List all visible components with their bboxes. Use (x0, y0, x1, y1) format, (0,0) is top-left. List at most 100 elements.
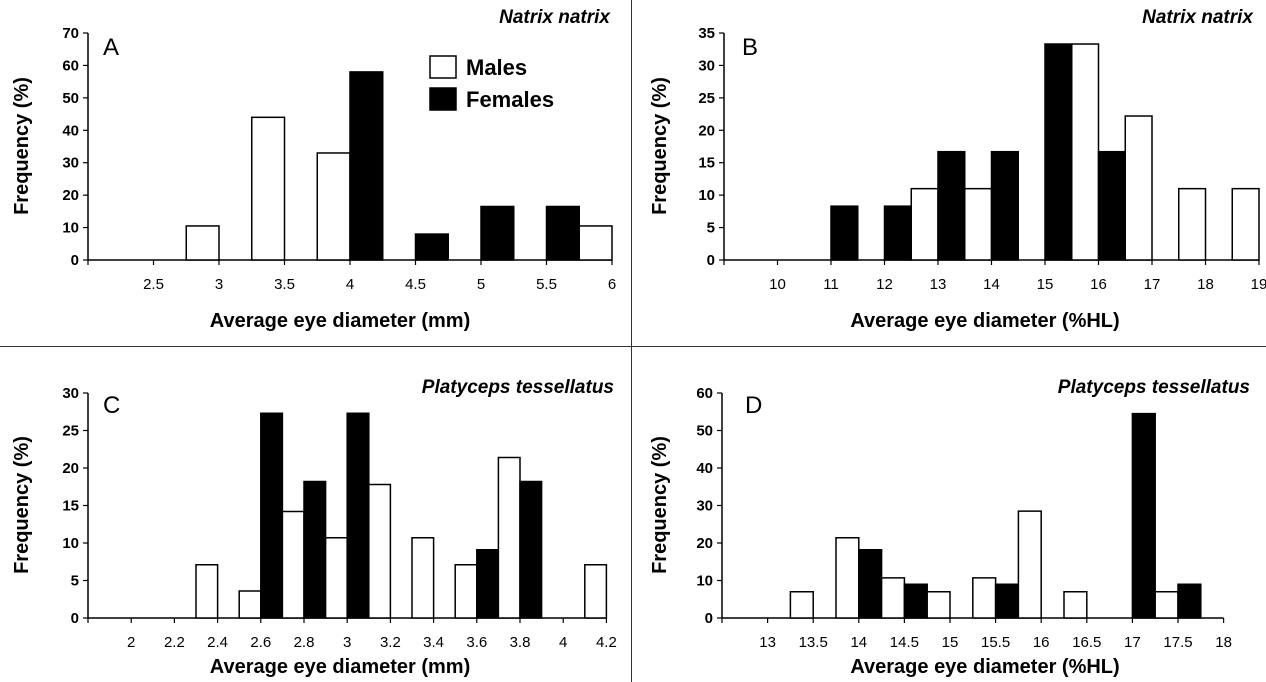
x-tick-label-d: 17.5 (1163, 634, 1192, 651)
x-tick-label-a: 4 (346, 276, 354, 293)
y-tick-label-c: 0 (71, 610, 79, 627)
x-tick-label-d: 13 (759, 634, 776, 651)
x-axis-label-d: Average eye diameter (%HL) (850, 656, 1119, 678)
x-tick-label-c: 2.2 (164, 634, 185, 651)
x-tick-label-b: 13 (930, 276, 947, 293)
bar-males-b (1231, 187, 1260, 261)
legend-label-females: Females (466, 87, 554, 112)
bar-males-a (578, 225, 613, 261)
x-tick-label-b: 12 (876, 276, 893, 293)
x-tick-label-c: 3.6 (466, 634, 487, 651)
x-tick-label-a: 5 (477, 276, 485, 293)
y-tick-label-a: 10 (62, 220, 79, 237)
y-tick-label-d: 0 (705, 610, 713, 627)
y-tick-label-c: 20 (62, 460, 79, 477)
y-tick-label-b: 10 (698, 187, 715, 204)
x-tick-label-b: 15 (1037, 276, 1054, 293)
x-tick-label-b: 17 (1144, 276, 1161, 293)
bar-males-d (1017, 510, 1042, 619)
x-tick-label-c: 2.4 (207, 634, 228, 651)
x-tick-label-b: 18 (1197, 276, 1214, 293)
x-tick-label-d: 15 (942, 634, 959, 651)
bar-females-b (990, 150, 1019, 261)
bar-females-a (545, 205, 580, 261)
x-tick-label-d: 16 (1033, 634, 1050, 651)
x-tick-label-b: 19 (1251, 276, 1266, 293)
bar-males-a (251, 116, 286, 261)
x-tick-label-c: 2 (127, 634, 135, 651)
panel-title-a: Natrix natrix (499, 7, 611, 28)
y-tick-label-b: 5 (707, 220, 715, 237)
y-tick-label-c: 25 (62, 423, 79, 440)
y-tick-label-d: 20 (696, 535, 713, 552)
y-tick-label-d: 30 (696, 498, 713, 515)
bar-females-c (303, 480, 327, 619)
x-tick-label-d: 14 (850, 634, 867, 651)
bar-males-d (880, 577, 906, 619)
y-tick-label-a: 60 (62, 57, 79, 74)
y-tick-label-d: 10 (696, 573, 713, 590)
bar-males-c (454, 564, 478, 619)
x-axis-label-b: Average eye diameter (%HL) (850, 310, 1119, 332)
bar-males-b (1071, 43, 1100, 261)
y-tick-label-c: 15 (62, 498, 79, 515)
bar-females-b (830, 205, 859, 261)
horizontal-divider (0, 346, 1266, 347)
panel-letter-c: C (103, 392, 120, 419)
bar-males-d (1154, 591, 1179, 619)
bar-males-c (281, 510, 305, 619)
bar-females-d (1131, 412, 1156, 619)
y-axis-label-c: Frequency (%) (11, 436, 33, 574)
x-tick-label-b: 16 (1090, 276, 1107, 293)
bar-females-b (937, 150, 966, 261)
x-axis-label-c: Average eye diameter (mm) (210, 656, 471, 678)
legend-label-males: Males (466, 55, 527, 80)
bar-females-c (346, 412, 370, 619)
panel-letter-d: D (745, 392, 762, 419)
x-tick-label-b: 11 (823, 276, 839, 293)
bar-males-a (185, 225, 220, 261)
y-axis-label-a: Frequency (%) (11, 77, 33, 215)
bar-males-a (316, 152, 351, 261)
panel-letter-b: B (742, 34, 758, 61)
y-tick-label-b: 0 (707, 252, 715, 269)
y-tick-label-a: 50 (62, 90, 79, 107)
y-tick-label-b: 30 (698, 57, 715, 74)
bar-males-d (1063, 591, 1088, 619)
bar-males-b (910, 187, 939, 261)
bar-females-c (519, 480, 543, 619)
x-tick-label-b: 14 (983, 276, 1000, 293)
x-tick-label-a: 3.5 (274, 276, 295, 293)
y-tick-label-c: 30 (62, 385, 79, 402)
bar-males-d (972, 577, 997, 619)
bar-males-c (497, 456, 521, 619)
x-tick-label-c: 3.4 (423, 634, 444, 651)
bar-females-a (480, 205, 515, 261)
bar-males-b (964, 187, 993, 261)
x-tick-label-c: 3.2 (380, 634, 401, 651)
bar-males-c (584, 564, 608, 619)
bar-females-b (1044, 43, 1073, 261)
x-tick-label-d: 17 (1124, 634, 1141, 651)
panel-title-c: Platyceps tessellatus (422, 377, 614, 398)
x-axis-label-a: Average eye diameter (mm) (210, 310, 471, 332)
x-tick-label-d: 15.5 (981, 634, 1010, 651)
y-tick-label-d: 50 (696, 423, 713, 440)
legend-swatch-females (429, 87, 457, 111)
bar-females-c (476, 549, 500, 619)
x-tick-label-a: 2.5 (143, 276, 164, 293)
legend-swatch-males (429, 55, 457, 79)
y-tick-label-a: 70 (62, 25, 79, 42)
x-tick-label-c: 3 (343, 634, 351, 651)
x-tick-label-d: 16.5 (1072, 634, 1101, 651)
y-tick-label-b: 15 (698, 155, 715, 172)
x-tick-label-c: 3.8 (510, 634, 531, 651)
bar-males-d (926, 591, 951, 619)
panel-title-d: Platyceps tessellatus (1058, 377, 1250, 398)
y-tick-label-b: 35 (698, 25, 715, 42)
x-tick-label-a: 6 (608, 276, 616, 293)
x-tick-label-b: 10 (769, 276, 786, 293)
bar-females-d (858, 549, 883, 619)
bar-males-c (324, 537, 348, 619)
